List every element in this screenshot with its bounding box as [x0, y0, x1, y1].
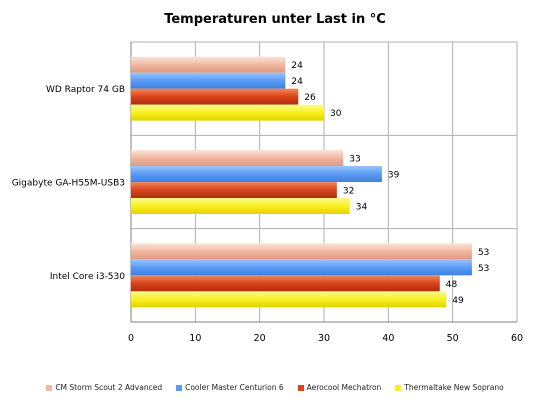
chart-title: Temperaturen unter Last in °C [164, 12, 386, 27]
category-label: WD Raptor 74 GB [46, 85, 125, 95]
category-label: Gigabyte GA-H55M-USB3 [12, 179, 125, 189]
chart-legend: CM Storm Scout 2 Advanced Cooler Master C… [0, 383, 550, 392]
bar [131, 56, 286, 73]
legend-item: Aerocool Mechatron [297, 383, 382, 392]
bar [131, 259, 472, 276]
legend-label: Cooler Master Centurion 6 [185, 383, 284, 392]
category-label: Intel Core i3-530 [50, 272, 125, 282]
legend-swatch [297, 384, 304, 391]
bar [131, 72, 286, 89]
legend-item: Thermaltake New Soprano [395, 383, 504, 392]
legend-item: CM Storm Scout 2 Advanced [46, 383, 162, 392]
x-tick-label: 50 [447, 333, 459, 344]
data-label: 26 [304, 93, 316, 103]
bar [131, 198, 350, 214]
bar [131, 182, 337, 198]
bar [131, 88, 299, 105]
bar [131, 291, 447, 308]
x-tick-label: 30 [318, 333, 330, 344]
data-label: 48 [446, 280, 458, 290]
bar [131, 150, 344, 166]
data-label: 53 [478, 248, 489, 258]
data-label: 39 [388, 171, 400, 181]
bar [131, 275, 440, 292]
data-label: 49 [452, 296, 464, 306]
bar [131, 104, 324, 121]
data-label: 34 [356, 203, 368, 213]
data-label: 53 [478, 264, 489, 274]
data-label: 24 [291, 61, 303, 71]
legend-swatch [46, 384, 53, 391]
bar [131, 243, 472, 260]
legend-swatch [395, 384, 402, 391]
x-tick-label: 10 [189, 333, 201, 344]
legend-swatch [176, 384, 183, 391]
legend-item: Cooler Master Centurion 6 [176, 383, 284, 392]
data-label: 24 [291, 77, 303, 87]
legend-label: Thermaltake New Soprano [404, 383, 504, 392]
x-tick-label: 60 [511, 333, 523, 344]
bar [131, 166, 382, 182]
x-tick-label: 0 [128, 333, 134, 344]
data-label: 32 [343, 187, 354, 197]
legend-label: CM Storm Scout 2 Advanced [55, 383, 163, 392]
data-label: 33 [349, 155, 360, 165]
data-label: 30 [330, 109, 342, 119]
x-tick-label: 40 [382, 333, 394, 344]
x-tick-label: 20 [254, 333, 266, 344]
legend-label: Aerocool Mechatron [306, 383, 382, 392]
